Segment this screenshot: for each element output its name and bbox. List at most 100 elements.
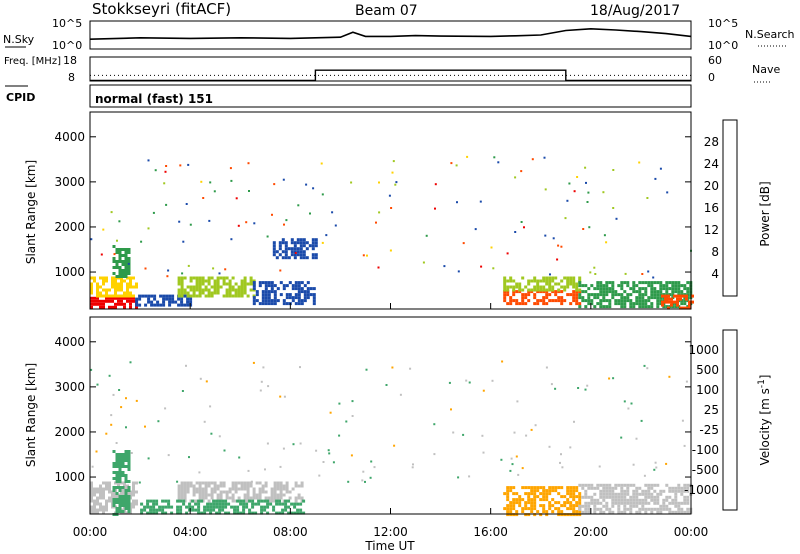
heatmap-cell: [290, 238, 294, 242]
heatmap-cell: [542, 492, 546, 496]
heatmap-cell: [115, 501, 119, 504]
heatmap-cell: [602, 305, 606, 309]
heatmap-cell: [566, 199, 569, 202]
heatmap-cell: [640, 419, 643, 422]
heatmap-cell: [542, 302, 546, 306]
heatmap-cell: [539, 285, 543, 289]
heatmap-cell: [596, 498, 600, 502]
heatmap-cell: [228, 291, 232, 295]
heatmap-cell: [276, 484, 280, 488]
heatmap-cell: [635, 437, 638, 440]
heatmap-cell: [661, 294, 664, 298]
heatmap-cell: [308, 244, 312, 248]
heatmap-cell: [632, 492, 636, 496]
heatmap-cell: [140, 240, 143, 243]
heatmap-cell: [524, 293, 528, 297]
heatmap-cell: [617, 302, 621, 306]
heatmap-cell: [543, 156, 546, 159]
heatmap-cell: [120, 288, 123, 292]
heatmap-cell: [605, 284, 609, 288]
heatmap-cell: [659, 302, 663, 306]
heatmap-cell: [602, 284, 606, 288]
heatmap-cell: [314, 253, 318, 257]
heatmap-cell: [581, 299, 585, 303]
heatmap-cell: [230, 179, 233, 182]
heatmap-cell: [138, 303, 142, 307]
heatmap-cell: [90, 282, 93, 286]
heatmap-cell: [189, 297, 193, 301]
heatmap-cell: [276, 487, 280, 491]
heatmap-cell: [127, 453, 131, 456]
heatmap-cell: [215, 499, 219, 503]
heatmap-cell: [207, 291, 211, 295]
heatmap-cell: [582, 228, 585, 230]
heatmap-cell: [99, 487, 102, 491]
heatmap-cell: [635, 504, 639, 508]
heatmap-cell: [124, 275, 128, 278]
heatmap-cell: [212, 499, 216, 503]
heatmap-cell: [231, 288, 235, 292]
heatmap-cell: [118, 269, 122, 272]
heatmap-cell: [605, 504, 609, 508]
heatmap-cell: [599, 489, 603, 493]
heatmap-cell: [96, 302, 99, 306]
heatmap-cell: [198, 285, 202, 289]
heatmap-cell: [575, 513, 579, 517]
heatmap-cell: [299, 256, 303, 260]
heatmap-cell: [668, 281, 672, 285]
heatmap-cell: [587, 302, 591, 306]
heatmap-cell: [162, 303, 166, 307]
heatmap-cell: [121, 269, 125, 272]
heatmap-cell: [270, 281, 274, 285]
heatmap-cell: [638, 293, 642, 297]
heatmap-cell: [118, 465, 122, 468]
heatmap-cell: [626, 483, 630, 487]
heatmap-cell: [680, 489, 684, 493]
heatmap-cell: [117, 294, 120, 298]
heatmap-cell: [509, 501, 513, 505]
heatmap-cell: [305, 241, 309, 245]
heatmap-cell: [351, 400, 354, 403]
heatmap-cell: [197, 505, 201, 509]
heatmap-cell: [665, 305, 669, 309]
heatmap-cell: [177, 493, 181, 497]
heatmap-cell: [90, 499, 93, 503]
heatmap-cell: [680, 302, 684, 306]
heatmap-cell: [659, 489, 663, 493]
heatmap-cell: [653, 501, 657, 505]
heatmap-cell: [249, 484, 253, 488]
heatmap-cell: [312, 296, 316, 300]
heatmap-cell: [659, 284, 663, 288]
heatmap-cell: [152, 499, 156, 503]
heatmap-cell: [554, 299, 558, 303]
heatmap-cell: [102, 299, 105, 303]
heatmap-cell: [650, 290, 654, 294]
heatmap-cell: [118, 468, 122, 471]
heatmap-cell: [391, 171, 394, 174]
heatmap-cell: [296, 502, 300, 506]
heatmap-cell: [272, 247, 276, 251]
heatmap-cell: [575, 293, 579, 297]
heatmap-cell: [115, 486, 119, 489]
heatmap-cell: [267, 284, 271, 288]
heatmap-cell: [686, 498, 690, 502]
heatmap-cell: [123, 305, 126, 309]
heatmap-cell: [118, 453, 122, 456]
heatmap-cell: [152, 211, 155, 214]
heatmap-cell: [632, 290, 636, 294]
heatmap-cell: [197, 499, 201, 503]
heatmap-cell: [608, 489, 612, 493]
colorbar-tick-label: 16: [704, 201, 719, 215]
heatmap-cell: [264, 496, 268, 500]
heatmap-cell: [503, 507, 507, 511]
heatmap-cell: [234, 282, 238, 286]
heatmap-cell: [206, 505, 210, 509]
heatmap-cell: [221, 508, 225, 512]
heatmap-cell: [293, 250, 297, 254]
heatmap-cell: [124, 260, 128, 263]
heatmap-cell: [284, 253, 288, 257]
heatmap-cell: [297, 296, 301, 300]
power-colorbar-label: Power [dB]: [758, 181, 772, 246]
heatmap-cell: [557, 282, 561, 286]
heatmap-cell: [512, 285, 516, 289]
